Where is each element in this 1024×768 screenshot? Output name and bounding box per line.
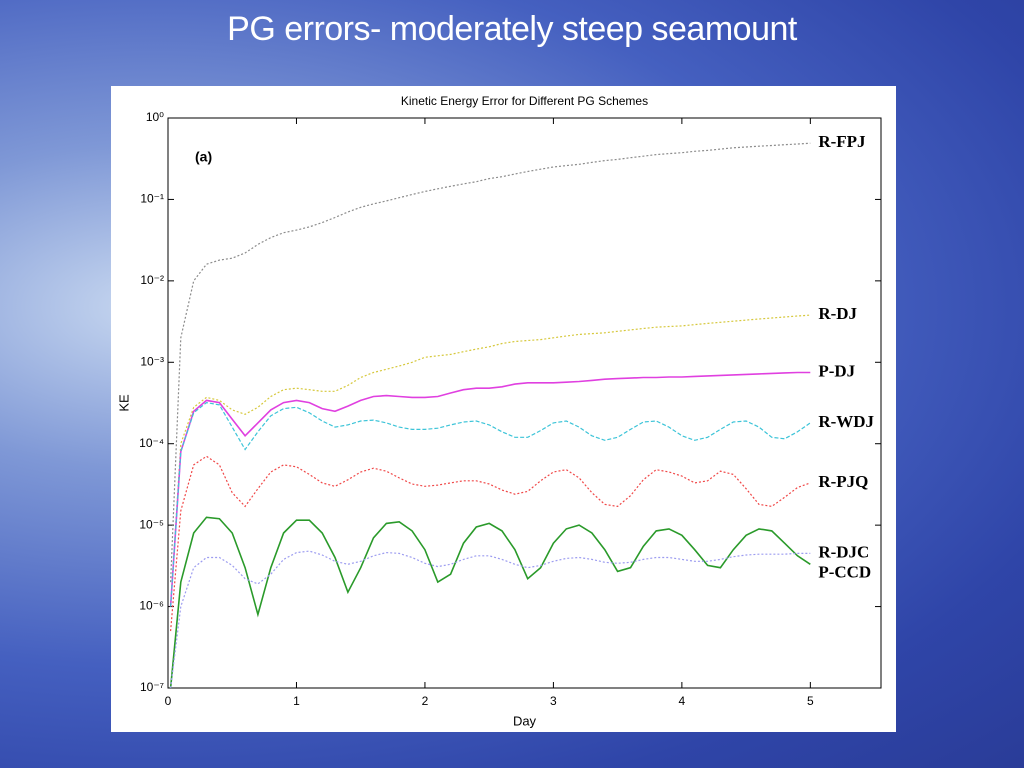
series-line bbox=[170, 550, 811, 689]
series-line bbox=[170, 401, 811, 607]
x-tick-label: 2 bbox=[422, 694, 429, 708]
y-axis-label: KE bbox=[116, 394, 131, 412]
y-tick-label: 10⁻⁶ bbox=[139, 599, 164, 613]
chart-background bbox=[111, 86, 896, 732]
x-tick-label: 0 bbox=[165, 694, 172, 708]
plot-frame bbox=[167, 117, 882, 689]
y-tick-label: 10⁻³ bbox=[140, 354, 164, 368]
series-label: R-DJ bbox=[818, 304, 857, 323]
series-line bbox=[169, 516, 811, 689]
y-tick-label: 10⁻⁴ bbox=[139, 436, 164, 450]
series-line bbox=[169, 371, 811, 607]
series-label: R-DJC bbox=[818, 542, 869, 561]
x-tick-label: 5 bbox=[807, 694, 814, 708]
series-label: R-WDJ bbox=[818, 412, 874, 431]
series-line bbox=[170, 455, 811, 632]
y-tick-label: 10⁻² bbox=[140, 273, 164, 287]
series-label: P-CCD bbox=[818, 562, 871, 581]
y-tick-label: 10⁻⁵ bbox=[139, 517, 164, 531]
x-tick-label: 4 bbox=[679, 694, 686, 708]
slide-title: PG errors- moderately steep seamount bbox=[227, 10, 797, 48]
x-tick-label: 1 bbox=[293, 694, 300, 708]
series-label: R-FPJ bbox=[818, 132, 866, 151]
chart: Kinetic Energy Error for Different PG Sc… bbox=[111, 86, 896, 732]
x-axis-label: Day bbox=[513, 713, 537, 728]
y-tick-label: 10⁰ bbox=[146, 110, 164, 124]
x-tick-label: 3 bbox=[550, 694, 557, 708]
chart-title: Kinetic Energy Error for Different PG Sc… bbox=[401, 94, 648, 108]
y-tick-label: 10⁻¹ bbox=[140, 192, 164, 206]
series-label: P-DJ bbox=[818, 361, 855, 380]
series-label: R-PJQ bbox=[818, 472, 868, 491]
series-line bbox=[170, 142, 811, 583]
y-tick-label: 10⁻⁷ bbox=[140, 680, 164, 694]
annotation: (a) bbox=[195, 149, 212, 165]
series-line bbox=[170, 314, 811, 607]
